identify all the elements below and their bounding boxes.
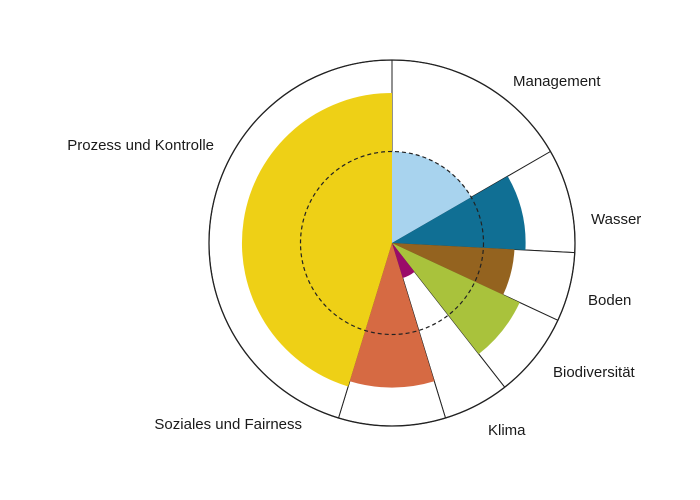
category-labels: Management Wasser Boden Biodiversität Klima S… — [67, 73, 641, 439]
sector-biodiversit-t — [392, 243, 520, 355]
sector-boden — [392, 243, 515, 295]
label-prozess-und-kontrolle: Prozess und Kontrolle — [67, 137, 214, 154]
sector-prozess-und-kontrolle — [241, 92, 392, 387]
label-wasser: Wasser — [591, 211, 641, 228]
label-soziales-und-fairness: Soziales und Fairness — [154, 416, 302, 433]
outer-circle — [208, 59, 576, 427]
sector-wasser — [392, 176, 526, 250]
sector-klima — [392, 243, 415, 278]
reference-circle — [299, 150, 485, 336]
label-boden: Boden — [588, 292, 631, 309]
sector-management — [392, 151, 472, 243]
label-biodiversit-t: Biodiversität — [553, 364, 636, 381]
label-klima: Klima — [488, 422, 526, 439]
chart-sectors — [241, 92, 526, 388]
sector-soziales-und-fairness — [349, 243, 435, 388]
label-management: Management — [513, 73, 601, 90]
